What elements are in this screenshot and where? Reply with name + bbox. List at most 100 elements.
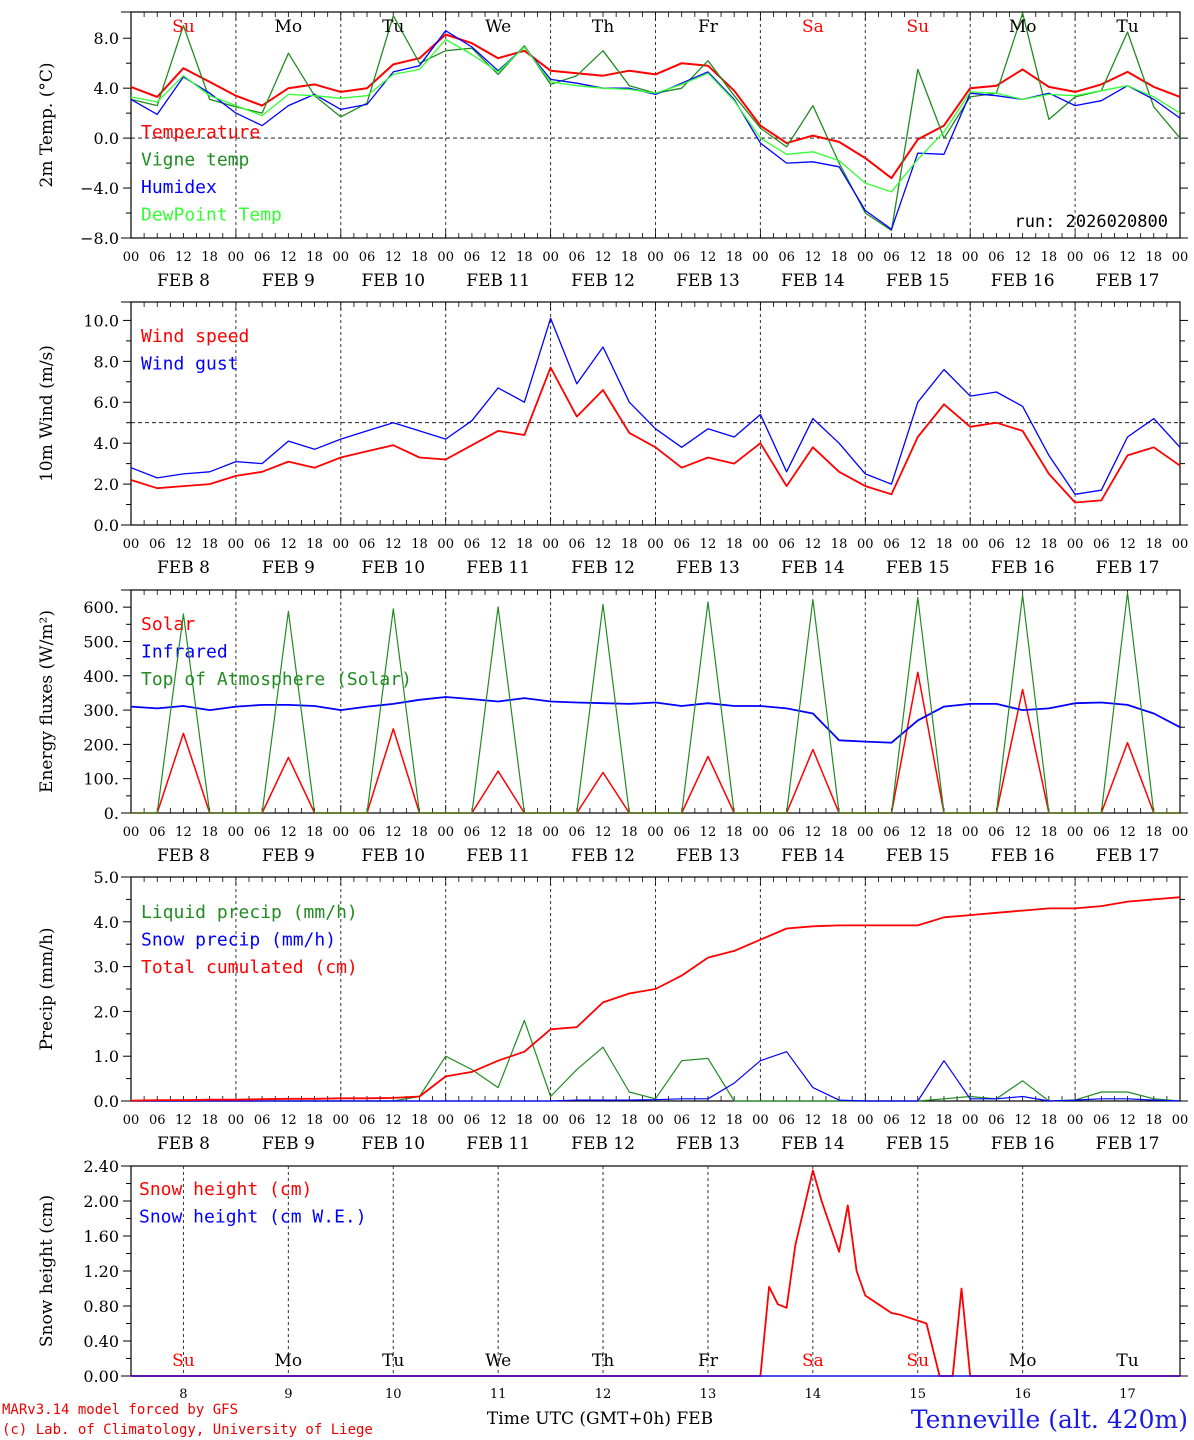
hour-tick-label: 18 bbox=[516, 1113, 533, 1128]
day-name-label: Mo bbox=[275, 17, 303, 37]
y-tick-label: 3.0 bbox=[94, 958, 119, 977]
panel-precip: 0.0 1.0 2.0 3.0 4.0 5.0 Precip (mm/h) Liquid pr… bbox=[37, 868, 1188, 1154]
y-tick-label: 2.00 bbox=[83, 1192, 119, 1211]
date-tick-label: FEB 12 bbox=[571, 558, 635, 578]
date-tick-label: FEB 12 bbox=[571, 846, 635, 866]
y-tick-label: 600. bbox=[83, 598, 119, 617]
hour-tick-label: 00 bbox=[962, 1113, 979, 1128]
day-number-label: 8 bbox=[179, 1387, 187, 1402]
day-number-label: 10 bbox=[385, 1387, 402, 1402]
hour-tick-label: 00 bbox=[437, 250, 454, 265]
hour-tick-label: 06 bbox=[149, 537, 166, 552]
credit-model: MARv3.14 model forced by GFS bbox=[2, 1402, 238, 1418]
y-tick-label: −8.0 bbox=[80, 229, 119, 248]
y-tick-label: 100. bbox=[83, 770, 119, 789]
panel-energy: 0. 100. 200. 300. 400. 500. 600. Energy fluxes … bbox=[37, 589, 1189, 866]
hour-tick-label: 18 bbox=[306, 825, 323, 840]
hour-tick-label: 06 bbox=[149, 825, 166, 840]
hour-tick-label: 12 bbox=[280, 250, 297, 265]
hour-tick-label: 00 bbox=[437, 537, 454, 552]
y-tick-label: 500. bbox=[83, 632, 119, 651]
date-tick-label: FEB 13 bbox=[676, 271, 740, 291]
legend-entry: Infrared bbox=[141, 642, 228, 663]
hour-tick-label: 00 bbox=[437, 825, 454, 840]
day-name-label: Tu bbox=[382, 17, 404, 37]
hour-tick-label: 12 bbox=[1014, 1113, 1031, 1128]
hour-tick-label: 00 bbox=[647, 537, 664, 552]
credit-lab: (c) Lab. of Climatology, University of L… bbox=[2, 1422, 373, 1438]
date-tick-label: FEB 14 bbox=[781, 271, 845, 291]
hour-tick-label: 18 bbox=[306, 250, 323, 265]
y-tick-label: 5.0 bbox=[94, 868, 119, 887]
day-name-label: We bbox=[485, 1351, 511, 1371]
hour-tick-label: 12 bbox=[595, 825, 612, 840]
date-tick-label: FEB 12 bbox=[571, 271, 635, 291]
date-tick-label: FEB 13 bbox=[676, 1134, 740, 1154]
date-tick-label: FEB 14 bbox=[781, 846, 845, 866]
hour-tick-label: 12 bbox=[595, 537, 612, 552]
hour-tick-label: 06 bbox=[254, 1113, 271, 1128]
legend-entry: Vigne temp bbox=[141, 150, 249, 171]
date-tick-label: FEB 17 bbox=[1096, 271, 1160, 291]
hour-tick-label: 18 bbox=[411, 250, 428, 265]
hour-tick-label: 18 bbox=[516, 825, 533, 840]
hour-tick-label: 18 bbox=[726, 537, 743, 552]
date-tick-label: FEB 8 bbox=[157, 846, 210, 866]
hour-tick-label: 06 bbox=[569, 825, 586, 840]
y-axis-label: 2m Temp. (°C) bbox=[37, 62, 57, 187]
day-number-label: 13 bbox=[700, 1387, 717, 1402]
hour-tick-label: 18 bbox=[936, 537, 953, 552]
hour-tick-label: 00 bbox=[752, 1113, 769, 1128]
y-axis-label: Energy fluxes (W/m²) bbox=[37, 610, 57, 793]
date-tick-label: FEB 10 bbox=[361, 558, 425, 578]
date-tick-label: FEB 9 bbox=[262, 558, 315, 578]
hour-tick-label: 12 bbox=[1119, 537, 1136, 552]
panel-snow: 0.00 0.40 0.80 1.20 1.60 2.00 2.40 Snow height … bbox=[37, 1157, 1188, 1429]
plot-frame bbox=[130, 301, 1181, 526]
y-axis-label: Precip (mm/h) bbox=[37, 927, 57, 1050]
hour-tick-label: 12 bbox=[909, 537, 926, 552]
hour-tick-label: 06 bbox=[359, 825, 376, 840]
day-number-label: 9 bbox=[284, 1387, 292, 1402]
hour-tick-label: 06 bbox=[673, 825, 690, 840]
hour-tick-label: 18 bbox=[516, 537, 533, 552]
y-tick-label: 0.0 bbox=[94, 516, 119, 535]
hour-tick-label: 12 bbox=[490, 250, 507, 265]
hour-tick-label: 00 bbox=[1067, 825, 1084, 840]
date-tick-label: FEB 11 bbox=[466, 846, 530, 866]
hour-tick-label: 00 bbox=[542, 1113, 559, 1128]
plot-frame bbox=[130, 589, 1181, 814]
legend-entry: Snow height (cm W.E.) bbox=[139, 1207, 367, 1228]
hour-tick-label: 12 bbox=[490, 537, 507, 552]
hour-tick-label: 00 bbox=[752, 250, 769, 265]
hour-tick-label: 12 bbox=[805, 250, 822, 265]
hour-tick-label: 12 bbox=[700, 250, 717, 265]
day-number-label: 11 bbox=[490, 1387, 507, 1402]
day-name-label: Th bbox=[592, 1351, 614, 1371]
hour-tick-label: 18 bbox=[1041, 537, 1058, 552]
hour-tick-label: 00 bbox=[1172, 250, 1189, 265]
date-tick-label: FEB 9 bbox=[262, 271, 315, 291]
hour-tick-label: 18 bbox=[831, 825, 848, 840]
hour-tick-label: 06 bbox=[1093, 1113, 1110, 1128]
hour-tick-label: 06 bbox=[1093, 825, 1110, 840]
date-tick-label: FEB 17 bbox=[1096, 846, 1160, 866]
hour-tick-label: 00 bbox=[1172, 1113, 1189, 1128]
hour-tick-label: 00 bbox=[962, 250, 979, 265]
day-name-label: Tu bbox=[1116, 1351, 1138, 1371]
day-name-label: Su bbox=[906, 17, 929, 37]
legend-entry: Wind speed bbox=[141, 326, 249, 347]
y-tick-label: 4.0 bbox=[94, 434, 119, 453]
day-name-label: Su bbox=[906, 1351, 929, 1371]
hour-tick-label: 00 bbox=[1172, 825, 1189, 840]
hour-tick-label: 06 bbox=[464, 1113, 481, 1128]
hour-tick-label: 18 bbox=[1146, 1113, 1163, 1128]
y-tick-label: 0.0 bbox=[94, 129, 119, 148]
hour-tick-label: 06 bbox=[778, 250, 795, 265]
series-line-temperature bbox=[130, 33, 1181, 180]
hour-tick-label: 18 bbox=[201, 537, 218, 552]
date-tick-label: FEB 11 bbox=[466, 271, 530, 291]
series-line-dewpoint-temp bbox=[130, 38, 1181, 193]
hour-tick-label: 06 bbox=[988, 1113, 1005, 1128]
